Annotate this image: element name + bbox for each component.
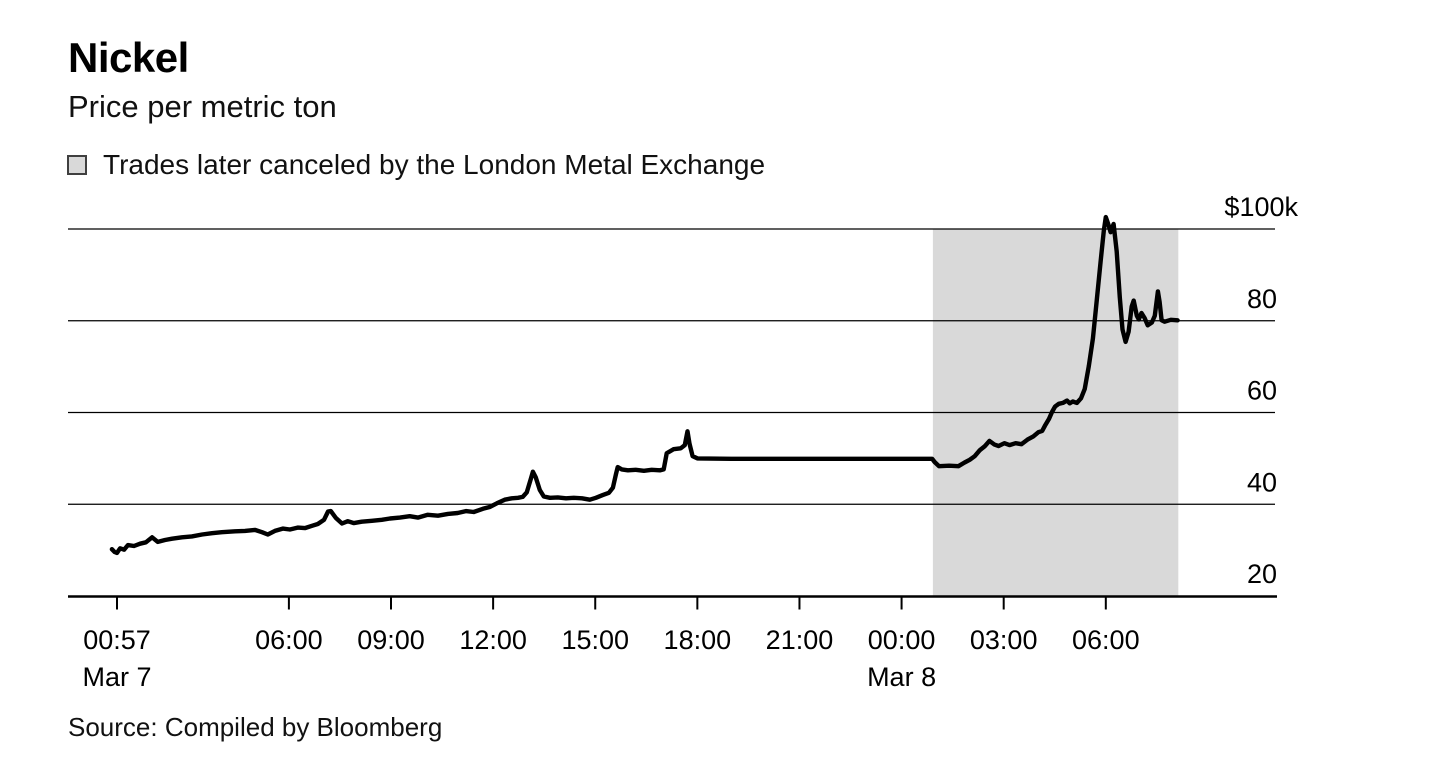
- y-tick-label-80: 80: [1247, 284, 1277, 314]
- x-tick-label-03:00: 03:00: [970, 625, 1038, 655]
- x-tick-label-18:00: 18:00: [664, 625, 732, 655]
- x-tick-label-09:00: 09:00: [357, 625, 425, 655]
- x-tick-label-12:00: 12:00: [459, 625, 527, 655]
- source-note: Source: Compiled by Bloomberg: [68, 712, 443, 742]
- price-line: [109, 214, 1180, 556]
- y-tick-label-60: 60: [1247, 376, 1277, 406]
- x-tick-label-06:00: 06:00: [1072, 625, 1140, 655]
- x-tick-label-00:57: 00:57: [83, 625, 151, 655]
- y-tick-label-$100k: $100k: [1224, 192, 1298, 222]
- x-tick-sublabel-Mar-8: Mar 8: [867, 662, 936, 692]
- x-tick-label-00:00: 00:00: [868, 625, 936, 655]
- chart-title: Nickel: [68, 34, 189, 81]
- x-tick-sublabel-Mar-7: Mar 7: [82, 662, 151, 692]
- canceled-trades-swatch-icon: [67, 155, 87, 175]
- y-tick-label-40: 40: [1247, 467, 1277, 497]
- chart-subtitle: Price per metric ton: [68, 89, 337, 124]
- legend-label: Trades later canceled by the London Meta…: [103, 149, 766, 180]
- legend: Trades later canceled by the London Meta…: [67, 149, 765, 181]
- x-tick-label-15:00: 15:00: [561, 625, 629, 655]
- x-tick-label-06:00: 06:00: [255, 625, 323, 655]
- y-tick-label-20: 20: [1247, 559, 1277, 589]
- x-tick-label-21:00: 21:00: [766, 625, 834, 655]
